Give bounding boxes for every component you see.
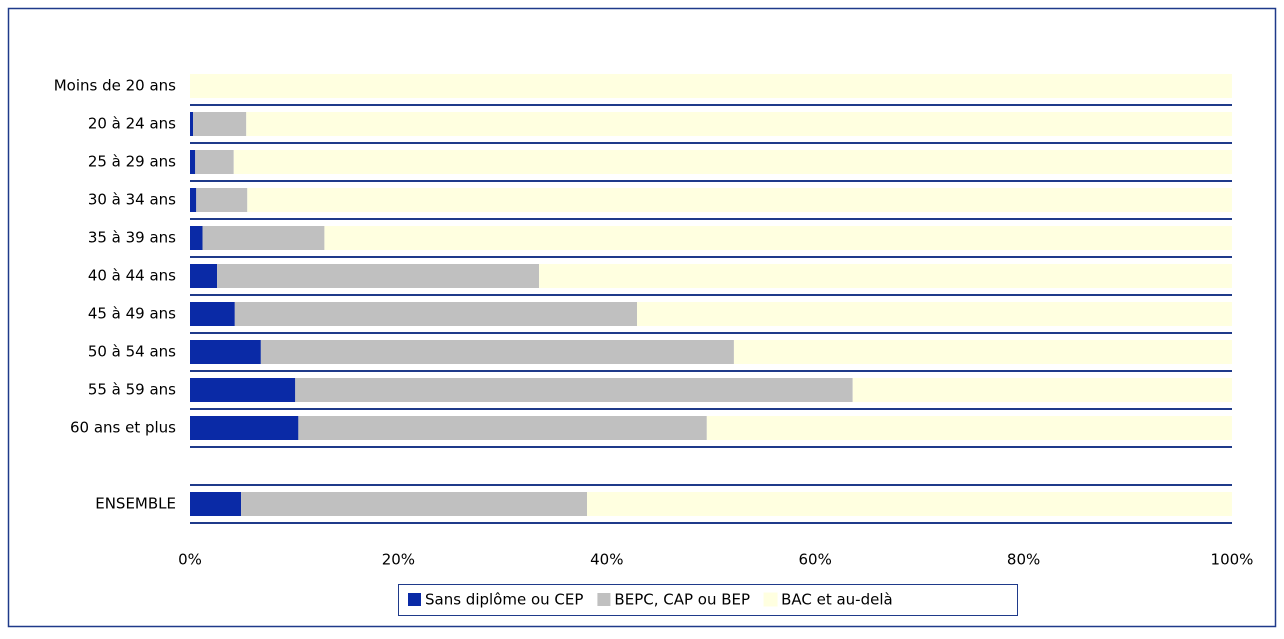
y-tick-label: 45 à 49 ans <box>88 305 176 323</box>
bar-segment <box>233 150 1232 174</box>
bar-segment <box>190 302 235 326</box>
bar-segment <box>247 188 1232 212</box>
bar-segment <box>190 378 296 402</box>
bar-segment <box>234 302 638 326</box>
bar-segment <box>295 378 853 402</box>
bar-segment <box>733 340 1232 364</box>
bar-segment <box>706 416 1232 440</box>
y-tick-label: 20 à 24 ans <box>88 115 176 133</box>
x-tick-label: 40% <box>590 551 623 569</box>
x-tick-label: 100% <box>1211 551 1254 569</box>
bar-segment <box>539 264 1232 288</box>
y-tick-label: Moins de 20 ans <box>54 77 176 95</box>
bar-segment <box>190 226 203 250</box>
legend-label: Sans diplôme ou CEP <box>425 591 583 609</box>
legend-label: BEPC, CAP ou BEP <box>614 591 750 609</box>
bar-segment <box>217 264 540 288</box>
bar-segment <box>193 112 247 136</box>
bar-segment <box>190 416 299 440</box>
y-tick-label: 35 à 39 ans <box>88 229 176 247</box>
bar-segment <box>190 340 261 364</box>
x-tick-label: 80% <box>1007 551 1040 569</box>
x-tick-label: 20% <box>382 551 415 569</box>
bar-segment <box>260 340 734 364</box>
bar-segment <box>190 492 242 516</box>
bar-segment <box>195 150 234 174</box>
bar-segment <box>637 302 1232 326</box>
bar-segment <box>202 226 325 250</box>
bar-segment <box>587 492 1232 516</box>
bar-segment <box>324 226 1233 250</box>
bar-segment <box>190 112 194 136</box>
legend-box <box>398 584 1018 616</box>
bar-segment <box>246 112 1232 136</box>
bar-segment <box>190 188 197 212</box>
bar-segment <box>190 74 1232 98</box>
y-tick-label: 40 à 44 ans <box>88 267 176 285</box>
y-tick-label: 55 à 59 ans <box>88 381 176 399</box>
bar-segment <box>190 150 196 174</box>
bar-segment <box>241 492 588 516</box>
y-tick-label: 60 ans et plus <box>70 419 176 437</box>
legend-swatch <box>408 593 421 606</box>
y-tick-label: 30 à 34 ans <box>88 191 176 209</box>
y-tick-label: 25 à 29 ans <box>88 153 176 171</box>
legend-label: BAC et au-delà <box>781 591 893 609</box>
x-tick-label: 0% <box>178 551 202 569</box>
bar-segment <box>298 416 707 440</box>
legend-swatch <box>597 593 611 606</box>
bar-segment <box>852 378 1232 402</box>
legend-swatch <box>763 592 778 607</box>
x-tick-label: 60% <box>799 551 832 569</box>
y-tick-label: 50 à 54 ans <box>88 343 176 361</box>
bar-segment <box>190 264 218 288</box>
bar-segment <box>196 188 248 212</box>
y-tick-label: ENSEMBLE <box>95 495 176 513</box>
